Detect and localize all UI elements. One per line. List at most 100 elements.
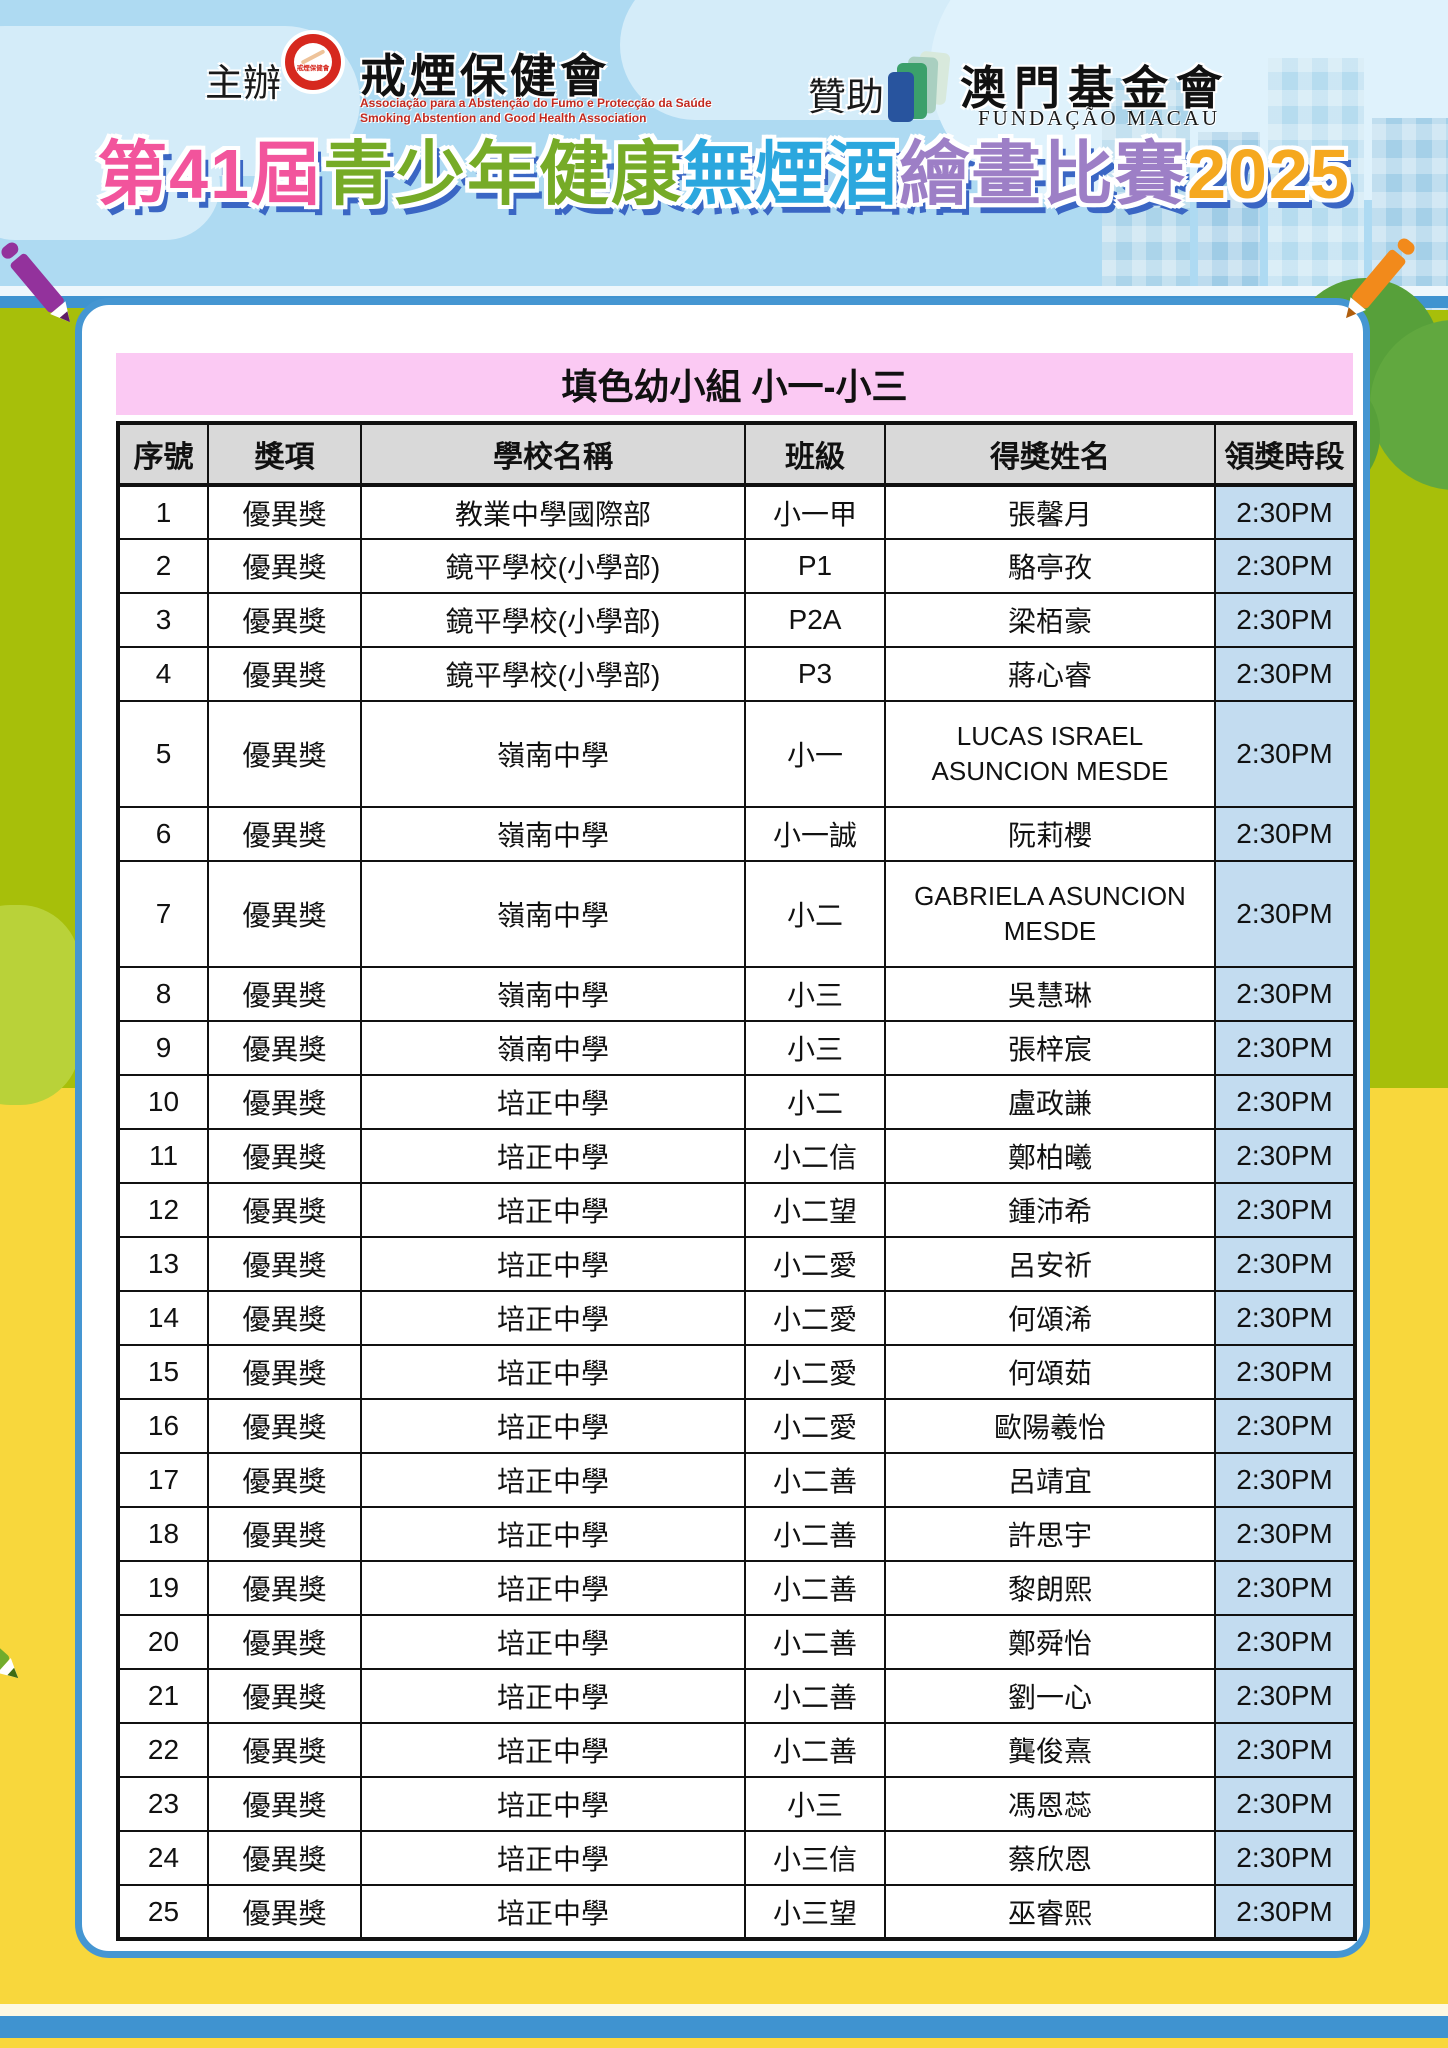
title-segment: 無煙酒 — [683, 135, 900, 213]
cell-time: 2:30PM — [1214, 1290, 1356, 1346]
cell-no: 23 — [117, 1776, 209, 1832]
cell-school: 嶺南中學 — [360, 1020, 746, 1076]
awards-table: 序號 獎項 學校名稱 班級 得獎姓名 領獎時段 1 優異獎 教業中學國際部 小一甲 張馨月 2:30… — [116, 421, 1357, 1941]
cell-no: 22 — [117, 1722, 209, 1778]
cell-name: 何頌浠 — [884, 1290, 1216, 1346]
cell-class: 小一誠 — [744, 806, 886, 862]
cell-class: 小一 — [744, 700, 886, 808]
cell-no: 8 — [117, 966, 209, 1022]
horizon-white-stripe — [0, 286, 1448, 296]
table-row: 16 優異獎 培正中學 小二愛 歐陽羲怡 2:30PM — [117, 1398, 1356, 1454]
cell-name: 巫睿熙 — [884, 1884, 1216, 1940]
cell-class: 小三信 — [744, 1830, 886, 1886]
cell-no: 24 — [117, 1830, 209, 1886]
cell-time: 2:30PM — [1214, 1560, 1356, 1616]
cell-time: 2:30PM — [1214, 1182, 1356, 1238]
cell-school: 培正中學 — [360, 1074, 746, 1130]
bush-shape — [0, 905, 80, 1105]
cell-class: 小二愛 — [744, 1344, 886, 1400]
cell-award: 優異獎 — [207, 592, 362, 648]
column-header-name: 得獎姓名 — [884, 422, 1216, 487]
cell-name: 蔣心睿 — [884, 646, 1216, 702]
cell-award: 優異獎 — [207, 1398, 362, 1454]
cell-name: 呂安祈 — [884, 1236, 1216, 1292]
cell-time: 2:30PM — [1214, 1128, 1356, 1184]
cell-award: 優異獎 — [207, 1236, 362, 1292]
cell-time: 2:30PM — [1214, 484, 1356, 540]
cell-school: 培正中學 — [360, 1128, 746, 1184]
awards-table-wrap: 序號 獎項 學校名稱 班級 得獎姓名 領獎時段 1 優異獎 教業中學國際部 小一甲 張馨月 2:30… — [116, 421, 1357, 1941]
cell-class: P1 — [744, 538, 886, 594]
cell-award: 優異獎 — [207, 1776, 362, 1832]
table-row: 24 優異獎 培正中學 小三信 蔡欣恩 2:30PM — [117, 1830, 1356, 1886]
cell-award: 優異獎 — [207, 1182, 362, 1238]
cell-name: 鄭舜怡 — [884, 1614, 1216, 1670]
cell-time: 2:30PM — [1214, 806, 1356, 862]
cell-time: 2:30PM — [1214, 538, 1356, 594]
cell-name: 張馨月 — [884, 484, 1216, 540]
cell-name: 阮莉櫻 — [884, 806, 1216, 862]
building-silhouette — [1102, 78, 1190, 310]
title-segment: 2025 — [1187, 135, 1351, 213]
bottom-blue-stripe — [0, 2016, 1448, 2038]
cell-school: 嶺南中學 — [360, 806, 746, 862]
cell-class: 小二善 — [744, 1560, 886, 1616]
cell-time: 2:30PM — [1214, 1344, 1356, 1400]
cell-no: 16 — [117, 1398, 209, 1454]
table-row: 7 優異獎 嶺南中學 小二 GABRIELA ASUNCION MESDE 2:30PM — [117, 860, 1356, 968]
cell-class: 小三 — [744, 1020, 886, 1076]
cell-school: 培正中學 — [360, 1506, 746, 1562]
bottom-white-stripe — [0, 2004, 1448, 2016]
cell-award: 優異獎 — [207, 860, 362, 968]
cell-no: 10 — [117, 1074, 209, 1130]
table-header-row: 序號 獎項 學校名稱 班級 得獎姓名 領獎時段 — [117, 422, 1356, 487]
column-header-class: 班級 — [744, 422, 886, 487]
column-header-time: 領獎時段 — [1214, 422, 1356, 487]
cell-no: 14 — [117, 1290, 209, 1346]
poster-title: 第41屆青少年健康無煙酒繪畫比賽2025 — [0, 118, 1448, 219]
cell-name: 呂靖宜 — [884, 1452, 1216, 1508]
cell-class: 小三望 — [744, 1884, 886, 1940]
organizer-logo: 戒煙保健會 — [285, 34, 341, 90]
cell-no: 6 — [117, 806, 209, 862]
cell-name: 黎朗熙 — [884, 1560, 1216, 1616]
table-row: 17 優異獎 培正中學 小二善 呂靖宜 2:30PM — [117, 1452, 1356, 1508]
table-row: 5 優異獎 嶺南中學 小一 LUCAS ISRAEL ASUNCION MESDE 2:3… — [117, 700, 1356, 808]
cell-school: 培正中學 — [360, 1830, 746, 1886]
cell-school: 培正中學 — [360, 1344, 746, 1400]
cell-time: 2:30PM — [1214, 646, 1356, 702]
cell-name: 駱亭孜 — [884, 538, 1216, 594]
cell-class: 小二愛 — [744, 1398, 886, 1454]
cell-class: P3 — [744, 646, 886, 702]
table-row: 12 優異獎 培正中學 小二望 鍾沛希 2:30PM — [117, 1182, 1356, 1238]
building-silhouette — [1268, 58, 1364, 310]
organizer-logo-center: 戒煙保健會 — [294, 43, 332, 81]
column-header-award: 獎項 — [207, 422, 362, 487]
cell-no: 17 — [117, 1452, 209, 1508]
cell-school: 培正中學 — [360, 1398, 746, 1454]
table-row: 13 優異獎 培正中學 小二愛 呂安祈 2:30PM — [117, 1236, 1356, 1292]
cell-time: 2:30PM — [1214, 1074, 1356, 1130]
cell-name: 龔俊熹 — [884, 1722, 1216, 1778]
cell-time: 2:30PM — [1214, 1506, 1356, 1562]
column-header-school: 學校名稱 — [360, 422, 746, 487]
cloud-shape — [0, 130, 220, 240]
cell-no: 13 — [117, 1236, 209, 1292]
cell-class: 小二愛 — [744, 1236, 886, 1292]
cell-award: 優異獎 — [207, 1452, 362, 1508]
cell-award: 優異獎 — [207, 1722, 362, 1778]
cell-time: 2:30PM — [1214, 1884, 1356, 1940]
cell-school: 培正中學 — [360, 1722, 746, 1778]
organizer-label: 主辦 — [205, 63, 282, 105]
cell-award: 優異獎 — [207, 1884, 362, 1940]
table-row: 15 優異獎 培正中學 小二愛 何頌茹 2:30PM — [117, 1344, 1356, 1400]
cell-school: 培正中學 — [360, 1614, 746, 1670]
cell-class: 小二善 — [744, 1506, 886, 1562]
table-row: 23 優異獎 培正中學 小三 馮恩蕊 2:30PM — [117, 1776, 1356, 1832]
cell-school: 嶺南中學 — [360, 860, 746, 968]
cell-award: 優異獎 — [207, 646, 362, 702]
sponsor-logo — [888, 50, 954, 126]
cell-class: 小三 — [744, 966, 886, 1022]
cell-time: 2:30PM — [1214, 1668, 1356, 1724]
cell-school: 培正中學 — [360, 1290, 746, 1346]
